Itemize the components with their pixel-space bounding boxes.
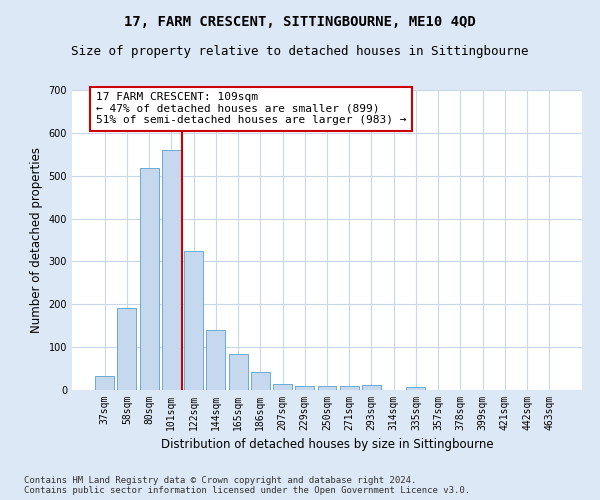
Bar <box>295 386 314 390</box>
Bar <box>140 168 158 390</box>
Text: Size of property relative to detached houses in Sittingbourne: Size of property relative to detached ho… <box>71 45 529 58</box>
Bar <box>95 376 114 390</box>
Bar <box>162 150 181 390</box>
Text: Contains HM Land Registry data © Crown copyright and database right 2024.
Contai: Contains HM Land Registry data © Crown c… <box>24 476 470 495</box>
Bar <box>184 250 203 390</box>
Bar <box>362 385 381 390</box>
Text: 17 FARM CRESCENT: 109sqm
← 47% of detached houses are smaller (899)
51% of semi-: 17 FARM CRESCENT: 109sqm ← 47% of detach… <box>96 92 406 126</box>
Y-axis label: Number of detached properties: Number of detached properties <box>30 147 43 333</box>
Bar <box>406 386 425 390</box>
Bar <box>251 372 270 390</box>
Bar <box>206 330 225 390</box>
X-axis label: Distribution of detached houses by size in Sittingbourne: Distribution of detached houses by size … <box>161 438 493 452</box>
Bar <box>118 308 136 390</box>
Text: 17, FARM CRESCENT, SITTINGBOURNE, ME10 4QD: 17, FARM CRESCENT, SITTINGBOURNE, ME10 4… <box>124 15 476 29</box>
Bar <box>229 354 248 390</box>
Bar <box>317 386 337 390</box>
Bar <box>340 386 359 390</box>
Bar <box>273 384 292 390</box>
